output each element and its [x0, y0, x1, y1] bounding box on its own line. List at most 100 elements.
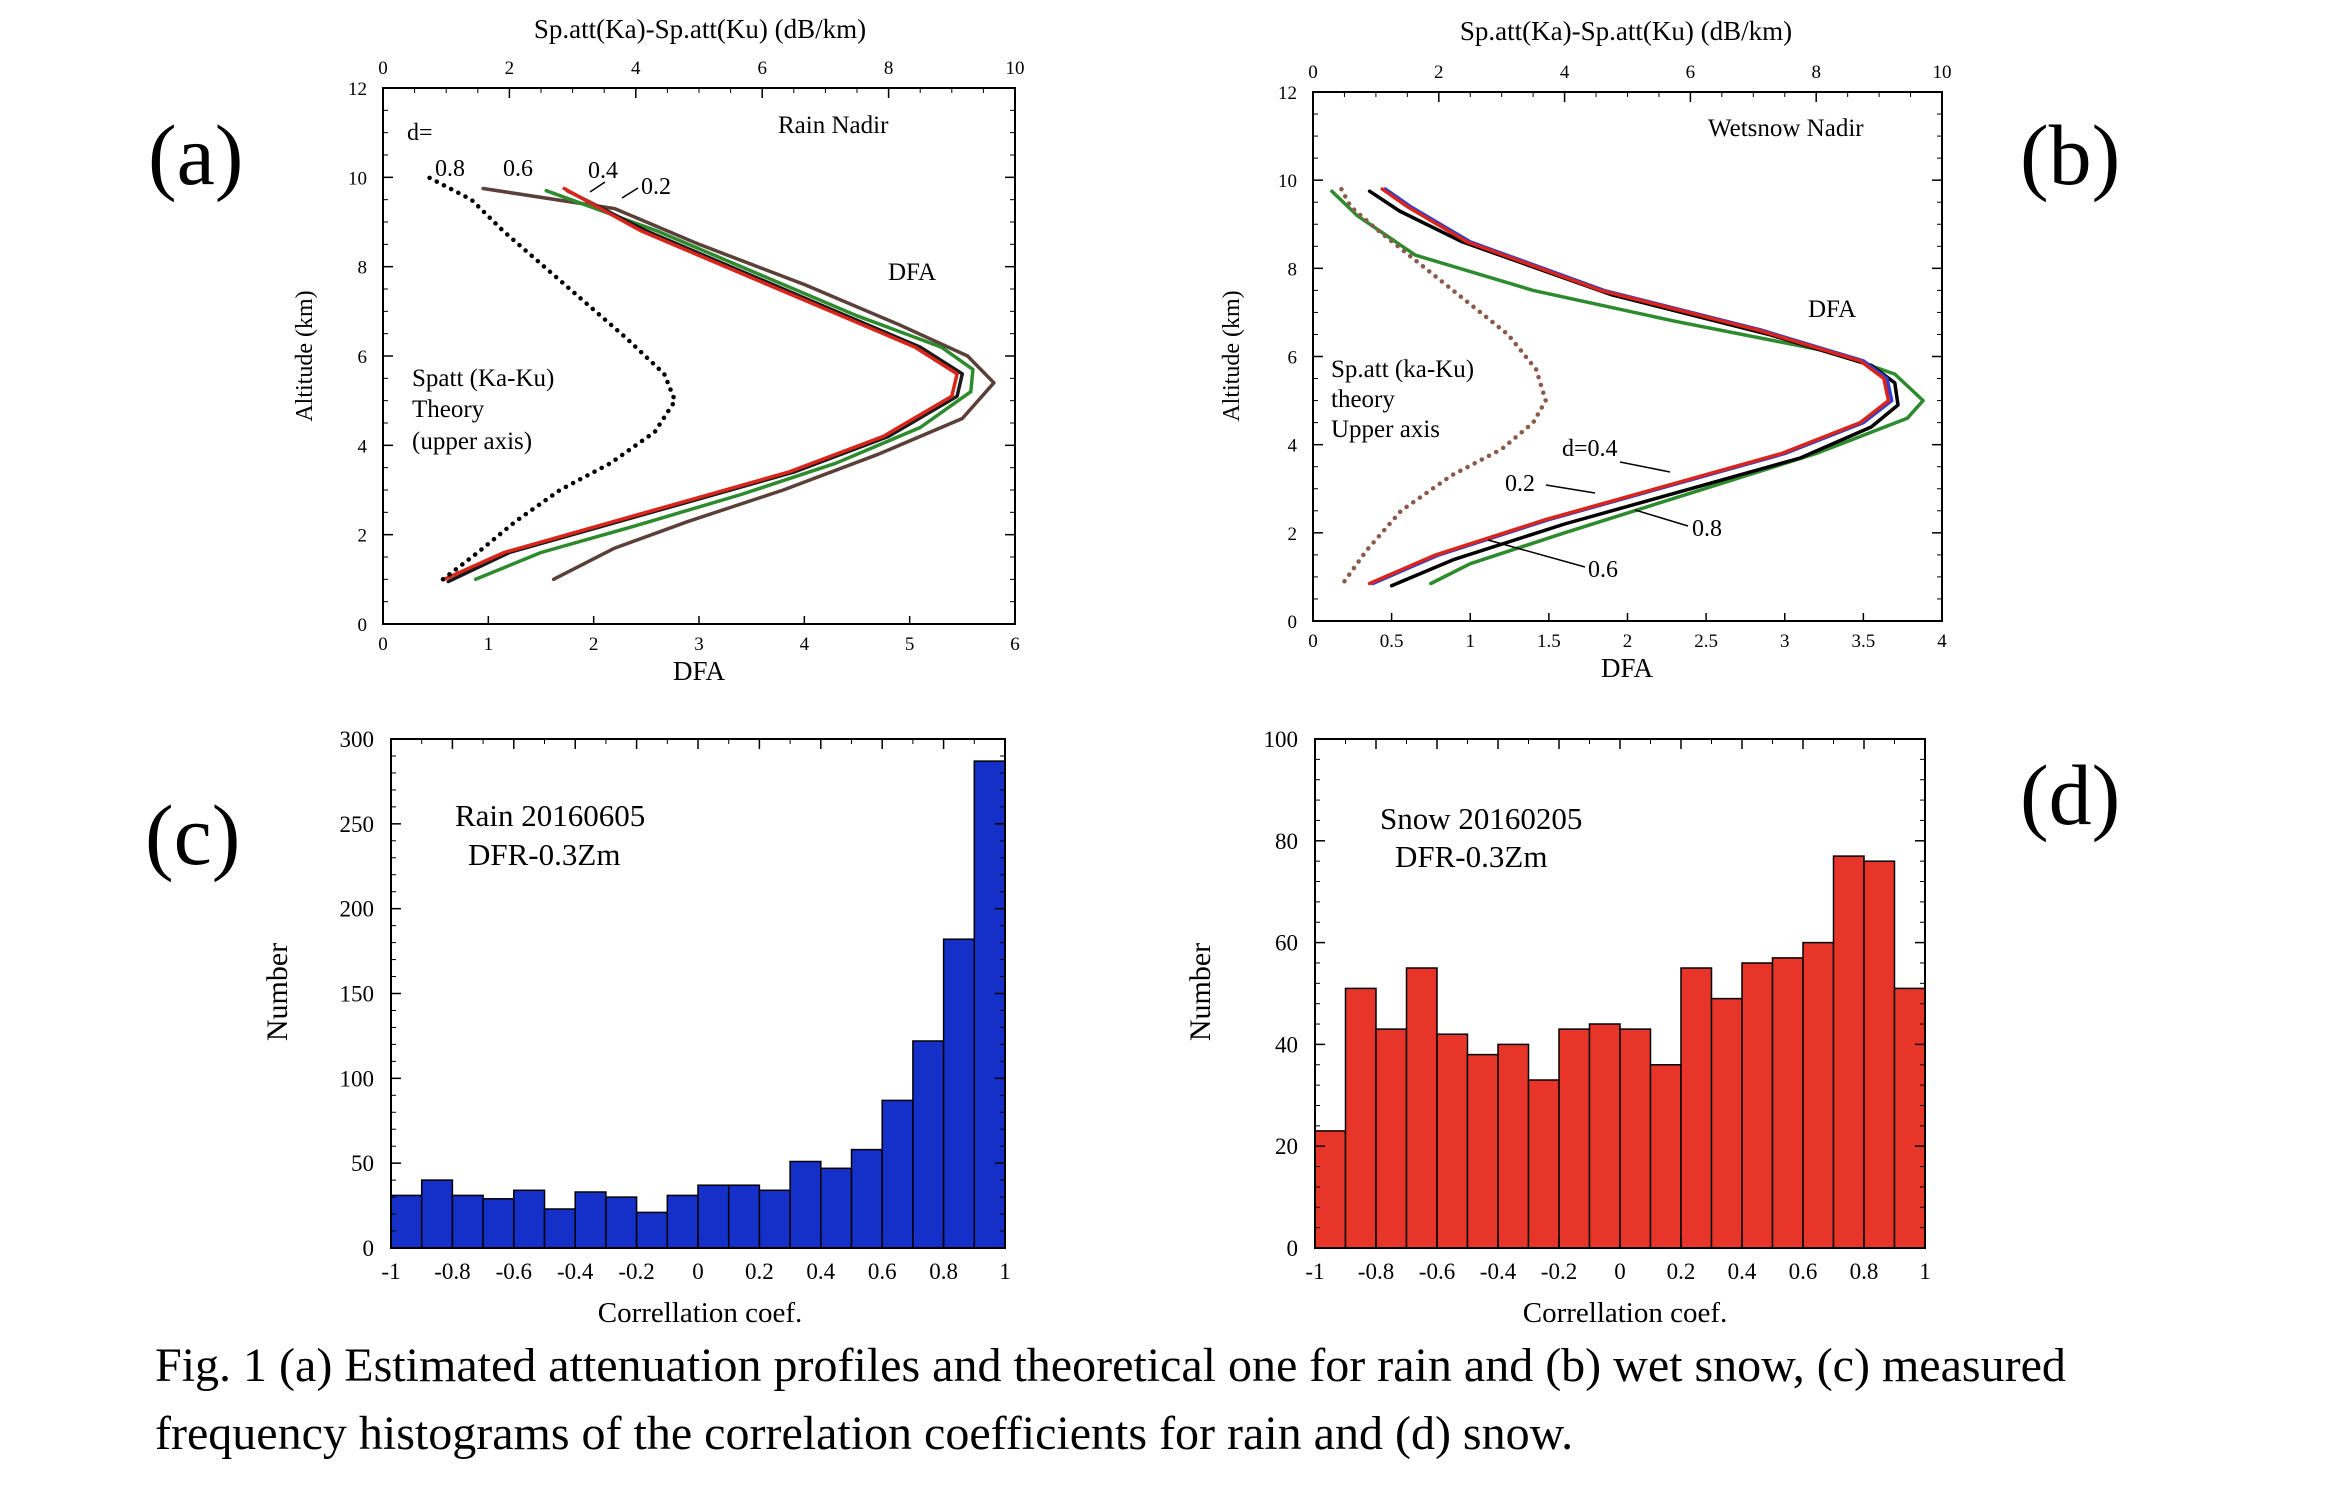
chart-d-ytick-label: 20	[1275, 1134, 1298, 1159]
chart-c-bar-10	[697, 1184, 730, 1249]
chart-b-x2tick-label: 6	[1686, 62, 1696, 83]
chart-a-series	[426, 175, 996, 584]
chart-d-bar-13	[1710, 997, 1743, 1249]
chart-a-xtick-label: 0	[378, 634, 388, 655]
chart-b-ytick-label: 2	[1288, 524, 1298, 545]
chart-c-xlabel: Correllation coef.	[598, 1297, 803, 1329]
chart-d-xtick-label: 1	[1919, 1259, 1931, 1284]
chart-b-x2tick-label: 4	[1560, 62, 1570, 83]
chart-d-xlabel: Correllation coef.	[1523, 1297, 1728, 1329]
chart-d-xtick-label: -1	[1305, 1259, 1324, 1284]
chart-d-ytick-label: 100	[1264, 727, 1299, 752]
figure-caption-line-1: Fig. 1 (a) Estimated attenuation profile…	[155, 1339, 2066, 1392]
chart-d-ytick-label: 60	[1275, 931, 1298, 956]
chart-b-frame	[1312, 91, 1943, 622]
chart-d-xtick-label: 0.6	[1789, 1259, 1818, 1284]
chart-c-bar-3	[482, 1198, 515, 1249]
chart-c-bar-8	[635, 1211, 669, 1249]
chart-a-d-label-3: 0.2	[641, 174, 671, 200]
chart-a-theory-line-0: Spatt (Ka-Ku)	[412, 365, 554, 392]
chart-b: Sp.att(Ka)-Sp.att(Ku) (dB/km) 0 0.5 1 1.5 2 2…	[1219, 16, 1952, 683]
chart-c-bar-2	[451, 1194, 484, 1249]
chart-a-xtick-label: 5	[905, 634, 915, 655]
panel-label-b: (b)	[2020, 107, 2121, 203]
chart-b-xtick-label: 3	[1780, 631, 1790, 652]
chart-d-bars	[1314, 855, 1926, 1249]
chart-d-xtick-label: -0.4	[1480, 1259, 1517, 1284]
chart-a-x2tick-label: 6	[757, 58, 767, 79]
chart-d-bar-3	[1405, 967, 1438, 1249]
chart-d-bar-9	[1588, 1023, 1621, 1249]
chart-c-xtick-label: 0.2	[745, 1259, 774, 1284]
chart-b-theory-line-2: Upper axis	[1331, 416, 1440, 443]
chart-b-d-label-2: 0.8	[1692, 516, 1722, 542]
chart-a-leader-02	[621, 187, 639, 199]
chart-c-bar-7	[605, 1196, 638, 1249]
chart-c-xtick-label: -0.4	[557, 1259, 594, 1284]
chart-c-bar-6	[574, 1191, 607, 1249]
chart-c-xtick-label: -1	[381, 1259, 400, 1284]
chart-d-bar-7	[1527, 1079, 1560, 1249]
chart-c-ytick-label: 150	[340, 982, 375, 1007]
chart-d-bar-1	[1344, 987, 1377, 1249]
chart-a-x2tick-label: 0	[378, 58, 388, 79]
chart-d-bar-17	[1832, 855, 1865, 1249]
chart-b-xtick-label: 0	[1308, 631, 1318, 652]
chart-c-xtick-label: 1	[999, 1259, 1011, 1284]
chart-d-bar-2	[1375, 1028, 1408, 1249]
chart-d-subtitle: DFR-0.3Zm	[1395, 839, 1547, 874]
chart-a-ylabel: Altitude (km)	[292, 290, 318, 421]
chart-b-theory-line-0: Sp.att (ka-Ku)	[1331, 356, 1474, 383]
chart-b-leader-06	[1487, 539, 1586, 568]
chart-b-x2tick-label: 10	[1933, 62, 1952, 83]
chart-a-x2tick-label: 2	[505, 58, 515, 79]
chart-b-ylabel: Altitude (km)	[1219, 290, 1245, 421]
chart-a-ytick-label: 10	[348, 168, 367, 189]
chart-b-x2tick-label: 8	[1811, 62, 1821, 83]
chart-c-xtick-label: -0.8	[434, 1259, 470, 1284]
chart-c-bar-4	[513, 1189, 546, 1249]
chart-b-ytick-label: 10	[1278, 171, 1297, 192]
chart-a-ytick-label: 6	[358, 347, 368, 368]
chart-c-ytick-label: 100	[340, 1066, 375, 1091]
chart-c-bar-0	[390, 1194, 423, 1249]
chart-d-bar-5	[1466, 1053, 1499, 1249]
chart-b-series-line-3	[1367, 187, 1891, 586]
chart-c-subtitle: DFR-0.3Zm	[468, 837, 620, 872]
chart-d-xtick-label: -0.6	[1419, 1259, 1455, 1284]
chart-b-leader-04	[1619, 461, 1671, 473]
chart-a-xtick-label: 6	[1010, 634, 1020, 655]
chart-a-x2tick-label: 4	[631, 58, 641, 79]
chart-b-leader-08	[1634, 509, 1689, 527]
chart-d-ytick-label: 80	[1275, 829, 1298, 854]
chart-d-xtick-label: -0.8	[1358, 1259, 1394, 1284]
chart-d-xtick-label: 0.2	[1667, 1259, 1696, 1284]
panel-label-c: (c)	[145, 787, 241, 883]
chart-c-bar-11	[727, 1184, 761, 1249]
chart-d-bar-10	[1619, 1028, 1652, 1249]
chart-a-series-line-0	[481, 186, 996, 582]
chart-a-ytick-label: 2	[358, 526, 368, 547]
chart-b-ytick-label: 0	[1288, 612, 1298, 633]
chart-c-xtick-label: 0.6	[868, 1259, 897, 1284]
chart-a-xtick-label: 2	[589, 634, 599, 655]
chart-c-bar-15	[850, 1148, 883, 1249]
chart-c-xtick-label: -0.2	[618, 1259, 654, 1284]
chart-a-series-line-3	[442, 186, 959, 582]
chart-b-ytick-label: 4	[1288, 436, 1298, 457]
chart-c-xtick-label: 0.8	[929, 1259, 958, 1284]
chart-c-bars	[390, 760, 1006, 1249]
chart-a-ytick-label: 0	[358, 615, 368, 636]
chart-b-xtick-label: 1	[1466, 631, 1476, 652]
chart-a-ytick-label: 4	[358, 436, 368, 457]
chart-d-bar-18	[1863, 860, 1896, 1249]
chart-c-ytick-label: 300	[340, 727, 375, 752]
chart-a-x2tick-label: 8	[884, 58, 894, 79]
chart-a-x2label: Sp.att(Ka)-Sp.att(Ku) (dB/km)	[534, 14, 866, 44]
chart-a: Sp.att(Ka)-Sp.att(Ku) (dB/km) 0 1 2 3 4 5 60 2 4…	[292, 14, 1025, 686]
chart-d-frame	[1314, 738, 1926, 1249]
chart-d-title: Snow 20160205	[1380, 801, 1582, 836]
chart-d-bar-12	[1680, 967, 1713, 1249]
chart-d-bar-4	[1436, 1033, 1469, 1249]
